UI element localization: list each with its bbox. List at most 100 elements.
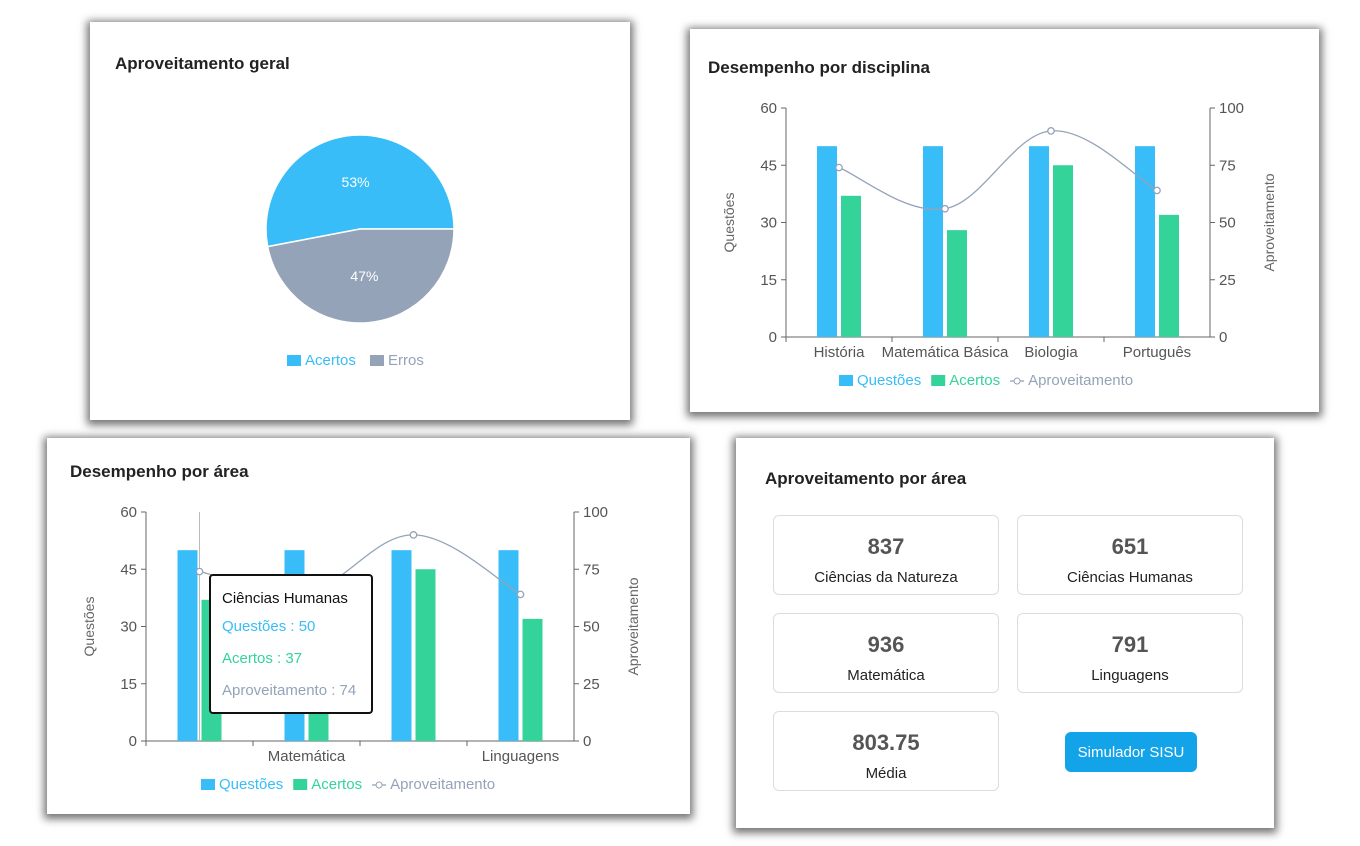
pie-slice-acertos[interactable]	[265, 134, 455, 248]
stat-card-linguagens: 791 Linguagens	[1017, 613, 1243, 693]
stat-label: Linguagens	[1091, 667, 1169, 684]
tooltip-acertos: Acertos : 37	[222, 650, 303, 667]
legend-swatch-questes	[201, 779, 215, 790]
area-chart-card-title: Desempenho por área	[70, 462, 249, 481]
chart-tooltip: Ciências Humanas Questões : 50 Acertos :…	[209, 574, 373, 714]
legend-swatch-point	[1013, 377, 1021, 385]
bar-acertos[interactable]	[1159, 214, 1179, 337]
aproveitamento-point[interactable]	[835, 163, 843, 172]
x-tick-label: Matemática	[268, 748, 346, 765]
y-tick-label: 30	[760, 215, 777, 232]
tooltip-aproveitamento: Aproveitamento : 74	[222, 682, 357, 699]
stats-card-title: Aproveitamento por área	[765, 469, 967, 488]
disciplina-card: Desempenho por disciplina 0 15 30 45 60 0 25 50…	[690, 29, 1319, 412]
legend-label-questes: Questões	[857, 372, 921, 389]
y-tick-label: 30	[120, 619, 137, 636]
x-tick-label: Linguagens	[482, 748, 560, 765]
aproveitamento-point[interactable]	[516, 590, 525, 599]
y-axis-title: Questões	[81, 597, 97, 657]
y2-tick-label: 0	[583, 733, 591, 750]
stat-value: 837	[867, 534, 905, 559]
stat-card-matematica: 936 Matemática	[773, 613, 999, 693]
pie-slice-erros[interactable]	[266, 228, 455, 324]
disciplina-card-title: Desempenho por disciplina	[708, 58, 930, 77]
y2-tick-label: 100	[1219, 100, 1244, 117]
area-chart-card: Desempenho por área 0 15 30 45 60 0 25 50 75 100 Q…	[47, 438, 690, 814]
x-tick-label: Matemática Básica	[882, 344, 1009, 361]
x-tick-label: Português	[1123, 344, 1191, 361]
legend-swatch-acertos	[293, 779, 308, 790]
y-tick-label: 45	[120, 561, 137, 578]
legend-label-acertos: Acertos	[949, 372, 1000, 389]
y-tick-label: 0	[129, 733, 137, 750]
bar-acertos[interactable]	[522, 618, 543, 741]
bar-acertos[interactable]	[947, 230, 967, 337]
x-tick-label: Biologia	[1024, 344, 1078, 361]
y2-axis-title: Aproveitamento	[625, 577, 641, 675]
legend-swatch-point	[375, 781, 383, 789]
y-tick-label: 60	[120, 504, 137, 521]
aproveitamento-point[interactable]	[195, 567, 204, 576]
legend-swatch-erros	[370, 355, 384, 366]
bar-questes[interactable]	[1135, 146, 1155, 337]
legend-label-acertos: Acertos	[311, 776, 362, 793]
y-tick-label: 15	[760, 272, 777, 289]
y2-tick-label: 50	[583, 619, 600, 636]
y-tick-label: 60	[760, 100, 777, 117]
legend-label-questes: Questões	[219, 776, 283, 793]
y2-tick-label: 25	[1219, 272, 1236, 289]
bar-questes[interactable]	[498, 550, 519, 741]
bar-questes[interactable]	[391, 550, 412, 741]
x-tick-label: História	[814, 344, 866, 361]
bar-questes[interactable]	[1029, 146, 1049, 337]
y-tick-label: 0	[769, 329, 777, 346]
tooltip-questoes: Questões : 50	[222, 618, 316, 635]
stat-value: 936	[867, 632, 905, 657]
pie-slice-label: 53%	[342, 174, 370, 190]
stat-label: Ciências da Natureza	[814, 569, 958, 586]
pie-card-title: Aproveitamento geral	[115, 54, 290, 73]
y2-tick-label: 25	[583, 676, 600, 693]
bar-questes[interactable]	[817, 146, 837, 337]
stat-label: Matemática	[847, 667, 925, 684]
y2-tick-label: 75	[583, 561, 600, 578]
pie-card: Aproveitamento geral 53% 47% Acertos Erros	[90, 22, 630, 420]
simulador-sisu-button[interactable]: Simulador SISU	[1065, 732, 1197, 772]
y2-tick-label: 0	[1219, 329, 1227, 346]
aproveitamento-point[interactable]	[1153, 186, 1161, 195]
legend-label-aproveitamento: Aproveitamento	[1028, 372, 1133, 389]
y2-tick-label: 75	[1219, 157, 1236, 174]
stats-card: Aproveitamento por área 837 Ciências da …	[736, 438, 1274, 828]
bar-questes[interactable]	[177, 550, 198, 741]
legend-label-aproveitamento: Aproveitamento	[390, 776, 495, 793]
y-tick-label: 15	[120, 676, 137, 693]
bar-questes[interactable]	[923, 146, 943, 337]
stat-value: 651	[1111, 534, 1149, 559]
y2-tick-label: 100	[583, 504, 608, 521]
bar-acertos[interactable]	[415, 569, 436, 741]
pie-slice-label: 47%	[350, 268, 378, 284]
aproveitamento-point[interactable]	[941, 204, 949, 213]
stat-label: Média	[865, 765, 907, 782]
aproveitamento-point[interactable]	[1047, 127, 1055, 135]
stat-card-ciencias-humanas: 651 Ciências Humanas	[1017, 515, 1243, 595]
legend-label-acertos: Acertos	[305, 352, 356, 369]
bar-acertos[interactable]	[1053, 165, 1073, 337]
aproveitamento-line	[838, 130, 1158, 211]
y2-tick-label: 50	[1219, 215, 1236, 232]
pie-chart[interactable]: 53% 47% Acertos Erros	[90, 22, 630, 420]
disciplina-chart[interactable]: 0 15 30 45 60 0 25 50 75 100 Questões Aproveitament…	[690, 29, 1319, 412]
bar-acertos[interactable]	[841, 195, 861, 337]
tooltip-title: Ciências Humanas	[222, 590, 348, 607]
y2-axis-title: Aproveitamento	[1261, 173, 1277, 271]
legend-swatch-questes	[839, 375, 853, 386]
stat-value: 791	[1111, 632, 1149, 657]
stat-card-media: 803.75 Média	[773, 711, 999, 791]
legend-swatch-acertos	[931, 375, 946, 386]
y-tick-label: 45	[760, 157, 777, 174]
aproveitamento-point[interactable]	[409, 531, 418, 539]
legend-swatch-acertos	[287, 355, 301, 366]
stat-value: 803.75	[852, 730, 920, 755]
stat-label: Ciências Humanas	[1067, 569, 1193, 586]
stat-card-ciencias-natureza: 837 Ciências da Natureza	[773, 515, 999, 595]
